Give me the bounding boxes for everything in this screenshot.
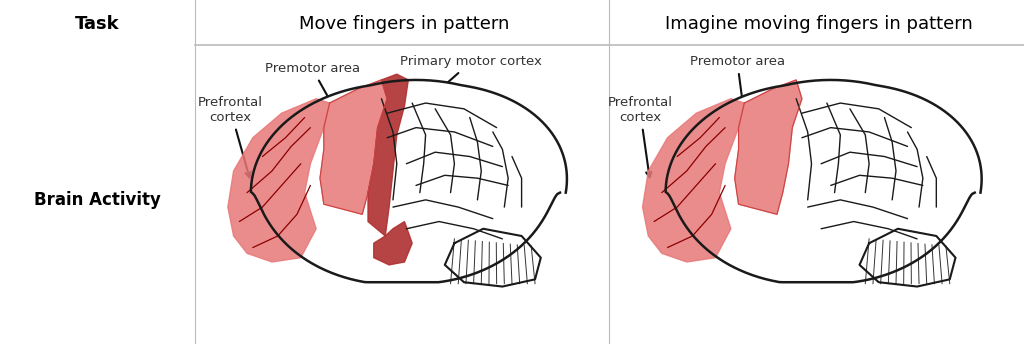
Text: Premotor area: Premotor area (265, 62, 359, 119)
Text: Move fingers in pattern: Move fingers in pattern (299, 15, 510, 33)
Text: Premotor area: Premotor area (690, 55, 784, 119)
Text: Imagine moving fingers in pattern: Imagine moving fingers in pattern (666, 15, 973, 33)
Text: Primary motor cortex: Primary motor cortex (400, 55, 542, 117)
Text: Prefrontal
cortex: Prefrontal cortex (198, 96, 263, 178)
Text: Prefrontal
cortex: Prefrontal cortex (607, 96, 673, 177)
Text: Task: Task (75, 15, 120, 33)
Text: Brain Activity: Brain Activity (34, 191, 161, 208)
